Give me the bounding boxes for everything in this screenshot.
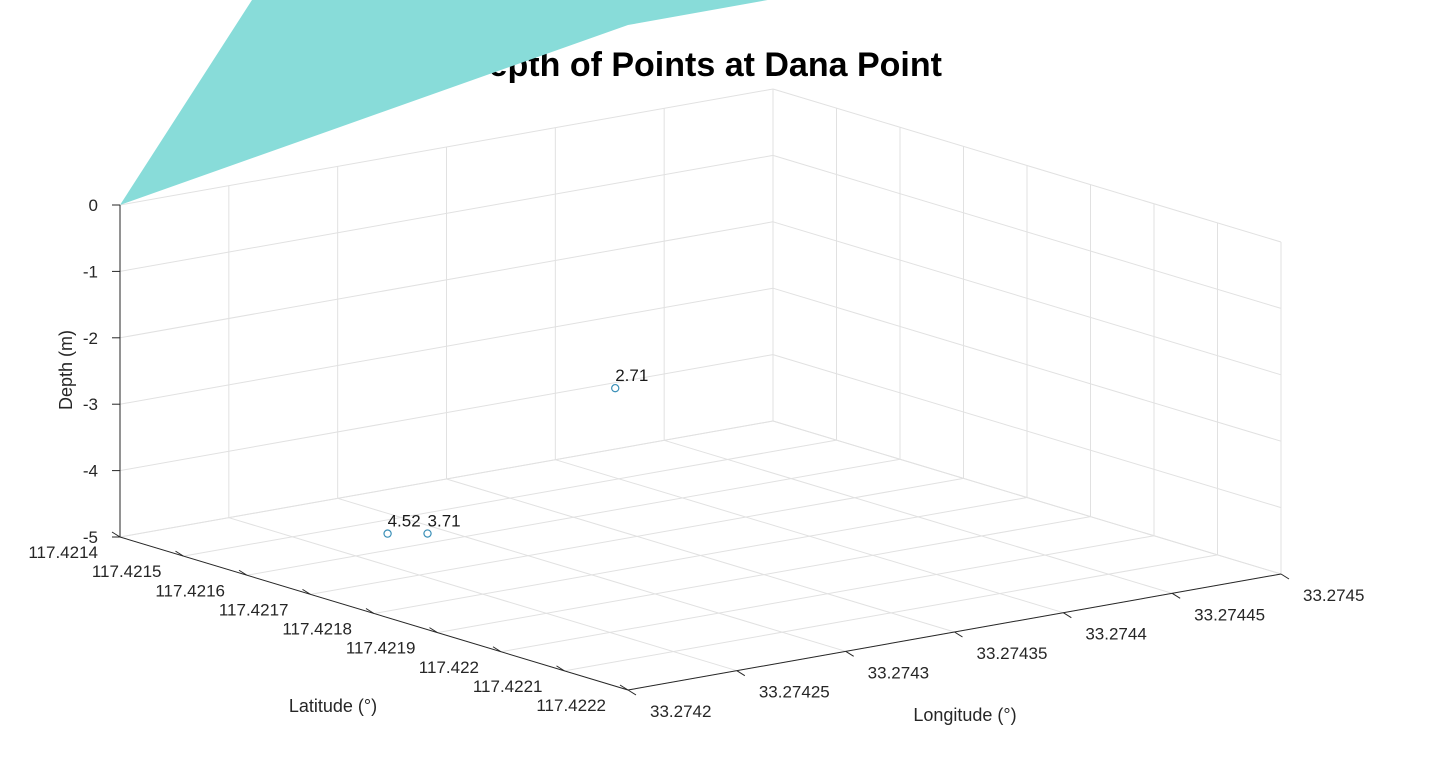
data-point-label: 4.52 — [388, 512, 421, 531]
data-point — [383, 529, 392, 538]
sea-surface-plane — [120, 0, 768, 205]
x-tick-label: 33.2744 — [1085, 625, 1146, 644]
x-tick-mark — [845, 650, 854, 657]
z-tick-label: -3 — [83, 395, 98, 414]
x-tick-mark — [1171, 592, 1181, 599]
grid-line — [437, 516, 1091, 634]
grid-line — [119, 287, 774, 405]
x-tick-label: 33.27425 — [759, 683, 830, 702]
y-tick-mark — [429, 627, 438, 634]
grid-lines — [119, 88, 1282, 691]
x-tick-mark — [1063, 612, 1072, 619]
x-tick-mark — [954, 631, 963, 638]
grid-line — [772, 88, 1282, 243]
data-point — [423, 529, 432, 538]
y-tick-label: 117.4218 — [282, 620, 352, 639]
y-tick-label: 117.4214 — [28, 543, 98, 562]
z-tick-label: -4 — [83, 462, 98, 481]
y-tick-mark — [365, 608, 375, 614]
grid-line — [119, 420, 774, 538]
x-tick-mark — [627, 689, 637, 696]
y-tick-label: 117.4221 — [473, 677, 543, 696]
y-tick-mark — [175, 550, 184, 557]
grid-line — [500, 535, 1155, 653]
y-tick-label: 117.4215 — [92, 562, 162, 581]
x-axis-label: Longitude (°) — [913, 705, 1016, 725]
axis-lines — [119, 205, 1282, 691]
grid-line — [772, 221, 1282, 376]
grid-line — [373, 497, 1028, 614]
y-tick-label: 117.4219 — [346, 639, 416, 658]
grid-line — [310, 477, 964, 595]
z-axis-label: Depth (m) — [56, 330, 76, 410]
grid-line — [772, 420, 1282, 575]
x-tick-label: 33.2742 — [650, 702, 711, 721]
z-tick-label: 0 — [89, 196, 98, 215]
x-tick-mark — [1280, 573, 1290, 580]
z-tick-label: -5 — [83, 528, 98, 547]
grid-line — [772, 354, 1282, 509]
grid-line — [183, 439, 837, 557]
y-tick-mark — [492, 646, 502, 653]
data-points: 3.71 4.52 2.71 — [383, 366, 648, 538]
y-tick-labels: 117.4214117.4215117.4216117.4217117.4218… — [28, 531, 629, 715]
x-tick-label: 33.27445 — [1194, 605, 1265, 624]
y-tick-mark — [111, 531, 121, 538]
data-point — [611, 383, 620, 393]
grid-line — [246, 458, 901, 576]
x-tick-labels: 33.2742 33.27425 33.2743 33.27435 33.2744 33.… — [627, 573, 1364, 721]
y-tick-mark — [302, 588, 311, 595]
grid-line — [119, 154, 774, 272]
data-point-label: 2.71 — [615, 366, 648, 385]
y-tick-mark — [556, 665, 565, 672]
z-tick-label: -1 — [83, 262, 98, 281]
y-tick-label: 117.4222 — [536, 696, 606, 715]
data-point-label: 3.71 — [428, 512, 461, 531]
grid-line — [564, 554, 1218, 672]
z-tick-label: -2 — [83, 329, 98, 348]
y-axis-label: Latitude (°) — [289, 696, 377, 716]
x-tick-label: 33.27435 — [977, 644, 1048, 663]
x-tick-label: 33.2745 — [1303, 586, 1364, 605]
y-tick-mark — [619, 684, 629, 691]
x-tick-label: 33.2743 — [868, 663, 929, 682]
grid-line — [772, 287, 1282, 442]
x-tick-mark — [736, 670, 746, 677]
y-tick-label: 117.4217 — [219, 600, 289, 619]
y-tick-label: 117.422 — [419, 658, 479, 677]
y-tick-label: 117.4216 — [155, 581, 225, 600]
z-tick-labels: -5 -4 -3 -2 -1 0 — [83, 196, 120, 547]
grid-line — [119, 221, 774, 339]
y-tick-mark — [238, 569, 248, 576]
grid-line — [119, 354, 774, 472]
grid-line — [119, 88, 774, 206]
grid-line — [772, 154, 1282, 309]
